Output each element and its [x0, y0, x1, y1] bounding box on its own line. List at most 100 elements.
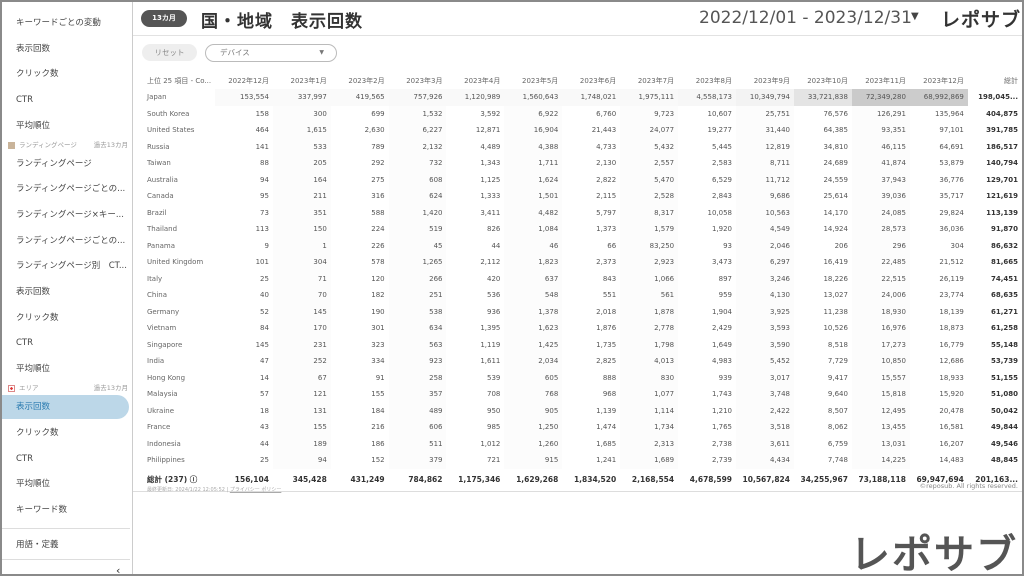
cell-value: 2,778	[620, 320, 679, 337]
column-header-month[interactable]: 2023年4月	[464, 76, 501, 85]
device-select-label: デバイス	[220, 48, 250, 57]
cell-value: 4,558,173	[678, 89, 737, 106]
cell-value: 4,388	[504, 138, 563, 155]
grand-total-value: 73,188,118	[858, 475, 906, 484]
cell-value: 46,115	[851, 138, 910, 155]
cell-value: 789	[371, 142, 385, 151]
cell-value: 44	[491, 241, 501, 250]
grand-total-value: 34,255,967	[800, 475, 848, 484]
reset-button[interactable]: リセット	[142, 44, 197, 61]
sidebar-item[interactable]: キーワード数	[16, 505, 68, 515]
column-header-month[interactable]: 2023年9月	[753, 76, 790, 85]
sidebar-item[interactable]: CTR	[16, 95, 34, 105]
period-badge: 13カ月	[141, 10, 187, 27]
column-header-month[interactable]: 2023年11月	[865, 76, 906, 85]
cell-value: 578	[371, 258, 385, 267]
country-impressions-table: 上位 25 項目 - Co... 2022年12月 2023年1月 2023年2月 20…	[142, 72, 1022, 491]
column-header-month[interactable]: 2023年7月	[637, 76, 675, 85]
cell-value: 64,691	[939, 142, 964, 151]
cell-value: 11,712	[736, 171, 794, 188]
page-icon	[8, 141, 15, 149]
cell-value: 11,238	[823, 307, 848, 316]
sidebar-item[interactable]: ランディングページごとの...	[16, 184, 126, 194]
cell-value: 43	[260, 423, 269, 432]
row-total: 86,632	[990, 241, 1018, 250]
column-header-name[interactable]: 上位 25 項目 - Co...	[147, 76, 212, 85]
date-range-picker[interactable]: 2022/12/01 - 2023/12/31	[699, 8, 912, 28]
row-total: 61,258	[990, 324, 1018, 333]
cell-value: 16,976	[851, 320, 910, 337]
sidebar-item[interactable]: CTR	[16, 454, 34, 464]
table-row: Panama 9 1 226 45 44 46 66 83,250 93 2,046 206 296 30…	[142, 237, 1022, 254]
sidebar-item[interactable]: クリック数	[16, 69, 59, 79]
cell-value: 1,734	[620, 419, 679, 436]
table-row: Italy 25 71 120 266 420 637 843 1,066 897 3,246 18,…	[142, 270, 1022, 287]
privacy-policy-link[interactable]: プライバシー ポリシー	[229, 487, 282, 493]
cell-value: 10,349,794	[736, 89, 794, 106]
column-header-month[interactable]: 2023年8月	[695, 76, 733, 85]
section-period: 過去13カ月	[93, 141, 128, 149]
cell-value: 292	[371, 159, 385, 168]
column-header-month[interactable]: 2022年12月	[228, 76, 269, 85]
cell-value: 337,997	[272, 89, 331, 106]
sidebar-item[interactable]: 平均順位	[16, 364, 51, 374]
column-header-month[interactable]: 2023年6月	[579, 76, 617, 85]
sidebar-item[interactable]: 表示回数	[16, 44, 51, 54]
cell-value: 26,119	[939, 274, 964, 283]
collapse-sidebar-icon[interactable]: ‹	[116, 564, 121, 577]
cell-value: 561	[620, 287, 679, 304]
cell-value: 211	[272, 188, 331, 205]
cell-value: 18,933	[939, 373, 964, 382]
column-header-month[interactable]: 2023年1月	[290, 76, 327, 85]
column-header-month[interactable]: 2023年3月	[406, 76, 443, 85]
cell-value: 182	[371, 291, 385, 300]
sidebar-item[interactable]: クリック数	[16, 428, 59, 438]
sidebar-item[interactable]: ランディングページごとの...	[16, 236, 126, 246]
cell-value: 1,560,643	[504, 89, 563, 106]
cell-value: 519	[388, 221, 447, 238]
cell-value: 2,018	[596, 307, 617, 316]
cell-value: 2,112	[480, 258, 501, 267]
sidebar-item-glossary[interactable]: 用語・定義	[16, 540, 59, 550]
sidebar-item[interactable]: 表示回数	[16, 287, 51, 297]
column-header-month[interactable]: 2023年12月	[923, 76, 964, 85]
column-header-total[interactable]: 総計	[1004, 76, 1018, 85]
cell-value: 1,975,111	[620, 89, 679, 106]
sidebar-item[interactable]: 平均順位	[16, 479, 51, 489]
sidebar-item[interactable]: クリック数	[16, 313, 59, 323]
cell-value: 19,277	[707, 126, 733, 135]
cell-value: 29,824	[939, 208, 964, 217]
sidebar-item[interactable]: ランディングページ×キー...	[16, 210, 124, 220]
cell-value: 548	[504, 287, 563, 304]
sidebar-item[interactable]: 平均順位	[16, 121, 51, 131]
grand-total-value: 1,834,520	[573, 475, 617, 484]
cell-value: 39,036	[851, 188, 910, 205]
chevron-down-icon[interactable]: ▼	[911, 11, 919, 22]
cell-value: 1,579	[620, 221, 679, 238]
sidebar-item[interactable]: キーワードごとの変動	[16, 18, 101, 28]
row-total: 404,875	[986, 109, 1018, 118]
sidebar-item[interactable]: ランディングページ別 CT...	[16, 261, 127, 271]
column-header-month[interactable]: 2023年5月	[522, 76, 559, 85]
device-select[interactable]: デバイス ▼	[205, 44, 337, 62]
column-header-month[interactable]: 2023年10月	[807, 76, 848, 85]
section-label: ランディングページ	[19, 141, 77, 149]
cell-value: 68,992,869	[909, 89, 968, 106]
cell-value: 3,411	[480, 208, 501, 217]
grand-total-value: 345,428	[292, 475, 327, 484]
cell-value: 24,077	[620, 122, 679, 139]
cell-value: 5,432	[620, 138, 679, 155]
cell-value: 10,058	[707, 208, 733, 217]
cell-value: 1,420	[388, 204, 447, 221]
sidebar-item[interactable]: ランディングページ	[16, 159, 92, 169]
cell-value: 150	[272, 221, 331, 238]
table-row: Indonesia 44 189 186 511 1,012 1,260 1,685 2,313…	[142, 435, 1022, 452]
sidebar-item[interactable]: CTR	[16, 338, 34, 348]
cell-value: 35,717	[939, 192, 964, 201]
sidebar-item[interactable]: 表示回数	[2, 395, 129, 419]
column-header-month[interactable]: 2023年2月	[348, 76, 385, 85]
cell-value: 1,623	[504, 320, 563, 337]
cell-value: 22,515	[851, 270, 910, 287]
cell-value: 1,765	[711, 423, 733, 432]
cell-value: 1,501	[504, 188, 563, 205]
